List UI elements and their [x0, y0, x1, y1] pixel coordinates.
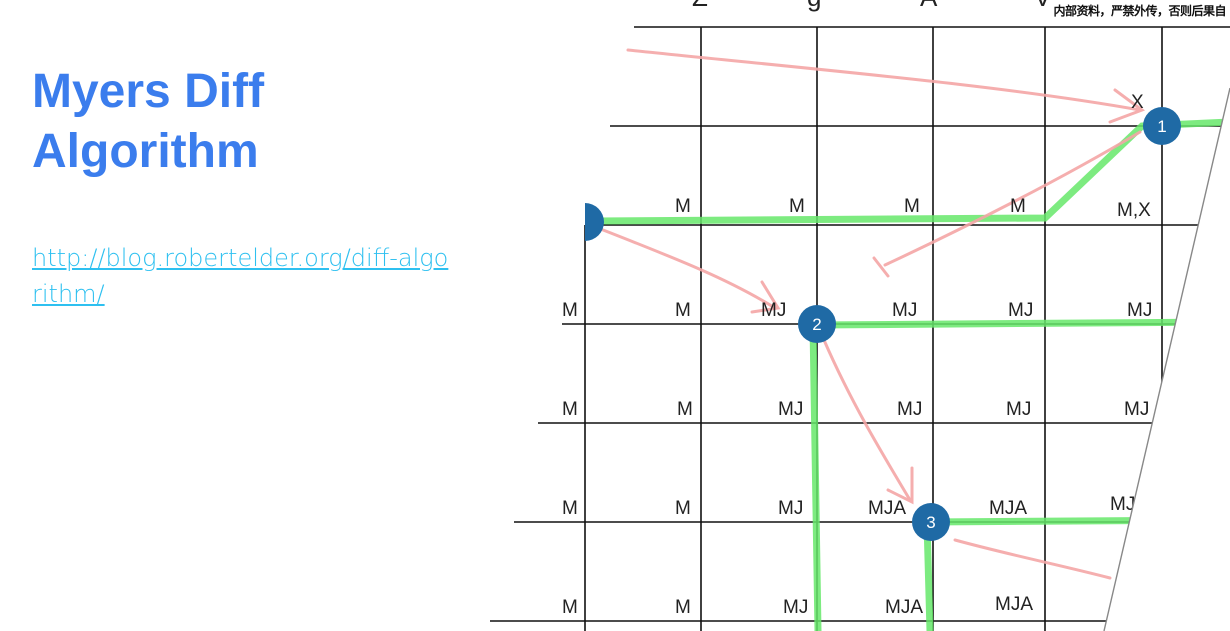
cell-label: MJ [1006, 399, 1031, 420]
page-edge [1103, 87, 1230, 631]
title-line-2: Algorithm [32, 125, 259, 178]
cell-label: M [562, 399, 578, 420]
node-label: 3 [926, 513, 935, 532]
header-letter: Z [692, 0, 708, 12]
cell-label: M [562, 498, 578, 519]
cell-label: MJ [1127, 300, 1152, 321]
cell-label: MJ [892, 300, 917, 321]
cell-label: M [789, 196, 805, 217]
cell-label: MJ [761, 300, 786, 321]
cell-label: MJA [995, 594, 1033, 615]
start-node [585, 203, 604, 241]
cell-label: X [1131, 92, 1144, 113]
cell-label: M [675, 597, 691, 618]
cell-label: MJ [1008, 300, 1033, 321]
cell-label: M [904, 196, 920, 217]
cell-label: M [675, 196, 691, 217]
node-label: 2 [812, 315, 821, 334]
annotation-arrows [596, 48, 1146, 580]
cell-label: M [675, 300, 691, 321]
cell-label: MJA [989, 498, 1027, 519]
cell-label: MJA [868, 498, 906, 519]
cell-label: MJA [885, 597, 923, 618]
watermark: 内部资料，严禁外传，否则后果自 [1051, 2, 1228, 19]
cell-label: M [1010, 196, 1026, 217]
cell-label: MJ [778, 498, 803, 519]
slide-title: Myers Diff Algorithm [32, 62, 264, 182]
cell-label: M [677, 399, 693, 420]
header-letter: g [807, 0, 821, 12]
cell-label: MJ [778, 399, 803, 420]
title-line-1: Myers Diff [32, 65, 265, 118]
cell-label: MJ [783, 597, 808, 618]
cell-label: M,X [1117, 200, 1151, 221]
reference-link[interactable]: http://blog.robertelder.org/diff-algorit… [32, 244, 449, 308]
header-letter: V [1034, 0, 1052, 12]
node-2: 2 [798, 305, 836, 343]
node-3: 3 [912, 503, 950, 541]
cell-label: M [675, 498, 691, 519]
cell-label: M [562, 597, 578, 618]
cell-label: MJ [1110, 494, 1135, 515]
node-label: 1 [1157, 117, 1166, 136]
cell-label: M [562, 300, 578, 321]
cell-label: MJ [897, 399, 922, 420]
header-letter: A [920, 0, 938, 12]
node-1: 1 [1143, 107, 1181, 145]
cell-label: MJ [1124, 399, 1149, 420]
